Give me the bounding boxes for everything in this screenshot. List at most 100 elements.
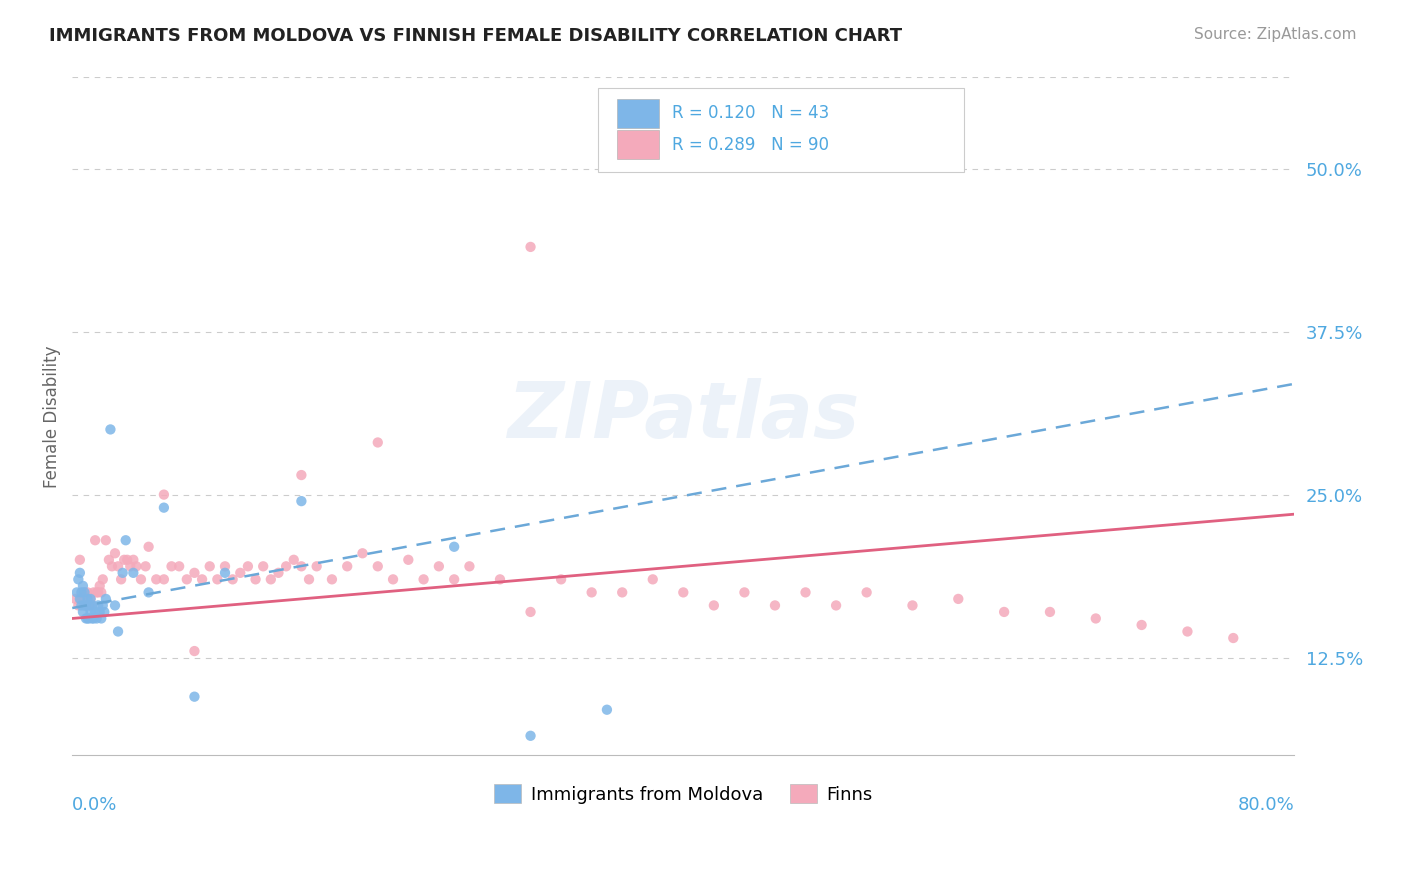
Point [107, 559, 129, 574]
Point [427, 559, 450, 574]
Point [382, 572, 405, 586]
Point [763, 599, 786, 613]
Point [86, 585, 108, 599]
Point [66, 585, 89, 599]
Point [115, 553, 138, 567]
Point [84, 605, 107, 619]
Point [87, 599, 110, 613]
Point [97, 553, 120, 567]
Point [145, 572, 167, 586]
Point [69, 566, 91, 580]
Point [70, 599, 93, 613]
Point [1130, 618, 1153, 632]
Y-axis label: Female Disability: Female Disability [44, 345, 60, 488]
Point [1039, 605, 1062, 619]
Point [101, 559, 124, 574]
Point [70, 585, 93, 599]
Point [519, 729, 541, 743]
Point [73, 599, 96, 613]
Point [993, 605, 1015, 619]
Point [825, 599, 848, 613]
Point [176, 572, 198, 586]
Point [396, 553, 419, 567]
Point [135, 559, 157, 574]
Point [260, 572, 283, 586]
Point [86, 611, 108, 625]
Point [79, 591, 101, 606]
Point [236, 559, 259, 574]
Point [138, 585, 160, 599]
Point [183, 644, 205, 658]
Point [89, 579, 111, 593]
Point [65, 591, 87, 606]
Text: R = 0.120   N = 43: R = 0.120 N = 43 [672, 104, 830, 122]
Point [112, 553, 135, 567]
Point [153, 500, 176, 515]
Point [110, 572, 132, 586]
Point [221, 572, 243, 586]
Point [367, 559, 389, 574]
FancyBboxPatch shape [617, 130, 659, 159]
Point [612, 585, 634, 599]
Point [72, 579, 94, 593]
Point [245, 572, 267, 586]
Point [129, 572, 152, 586]
Point [519, 240, 541, 254]
Point [443, 540, 465, 554]
Point [948, 591, 970, 606]
Legend: Immigrants from Moldova, Finns: Immigrants from Moldova, Finns [488, 776, 879, 811]
Point [489, 572, 512, 586]
Point [83, 611, 105, 625]
Text: 80.0%: 80.0% [1237, 796, 1295, 814]
Point [183, 690, 205, 704]
Point [1222, 631, 1244, 645]
Point [167, 559, 190, 574]
Point [412, 572, 434, 586]
Point [672, 585, 695, 599]
Point [91, 572, 114, 586]
FancyBboxPatch shape [617, 99, 659, 128]
Point [120, 559, 142, 574]
Point [519, 605, 541, 619]
Point [69, 591, 91, 606]
Point [321, 572, 343, 586]
Point [703, 599, 725, 613]
Point [352, 546, 374, 560]
Point [125, 559, 148, 574]
Point [93, 605, 115, 619]
Point [90, 611, 112, 625]
Point [229, 566, 252, 580]
Point [80, 611, 103, 625]
Point [641, 572, 664, 586]
Point [122, 566, 145, 580]
Point [91, 599, 114, 613]
Text: R = 0.289   N = 90: R = 0.289 N = 90 [672, 136, 830, 153]
Point [80, 599, 103, 613]
Point [104, 599, 127, 613]
Point [267, 566, 290, 580]
Point [69, 553, 91, 567]
Point [76, 611, 98, 625]
Point [104, 546, 127, 560]
Point [72, 591, 94, 606]
Point [73, 585, 96, 599]
Text: ZIPatlas: ZIPatlas [508, 378, 859, 454]
Point [72, 605, 94, 619]
Point [76, 585, 98, 599]
Point [153, 572, 176, 586]
Point [70, 591, 93, 606]
Point [67, 572, 90, 586]
Point [67, 599, 90, 613]
Point [138, 540, 160, 554]
Point [1177, 624, 1199, 639]
Point [596, 703, 619, 717]
Point [305, 559, 328, 574]
Point [90, 585, 112, 599]
Point [901, 599, 924, 613]
Point [80, 599, 103, 613]
Point [79, 591, 101, 606]
Point [581, 585, 603, 599]
Point [94, 591, 117, 606]
Point [122, 553, 145, 567]
Point [207, 572, 229, 586]
